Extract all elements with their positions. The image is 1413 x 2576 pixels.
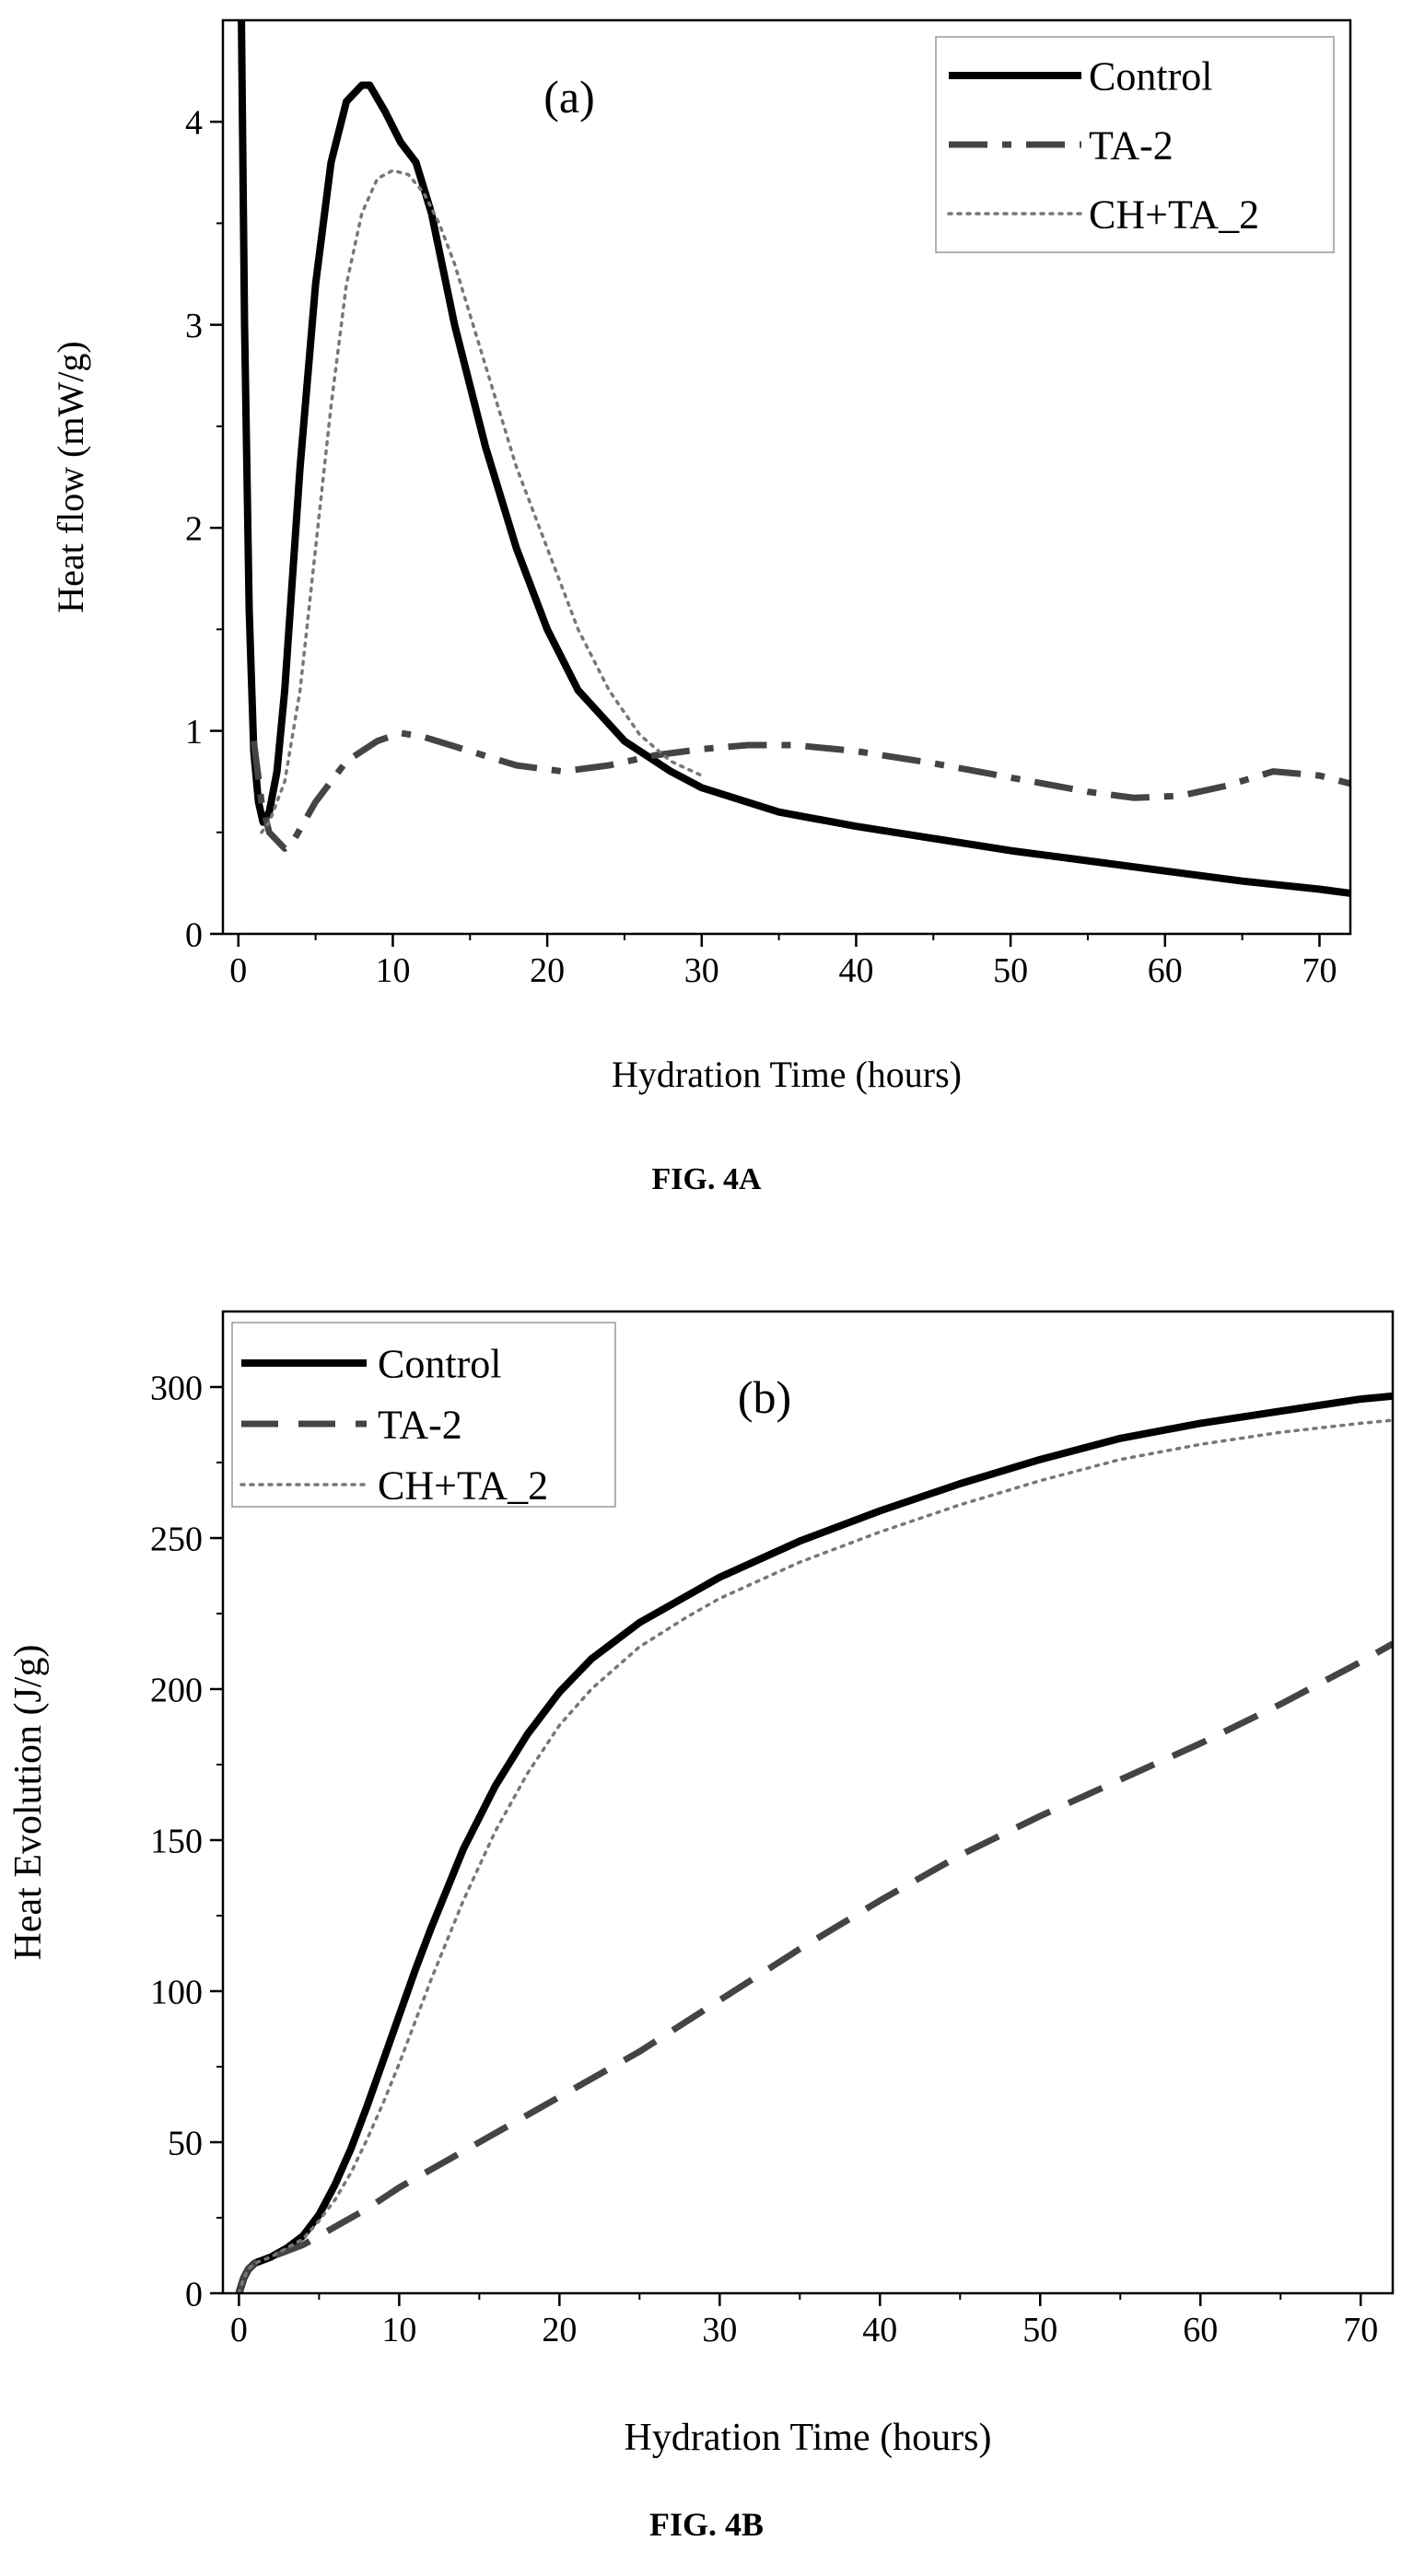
y-tick-label: 0 [185,915,203,954]
y-tick-label: 2 [185,509,203,548]
x-tick-label: 70 [1302,951,1337,990]
heat-flow-chart: 0 10 20 30 40 50 60 70 0 1 2 3 4 Hydration Time (hour… [50,18,1352,1095]
plot-area [235,1392,1393,2293]
legend-entry-label: CH+TA_2 [1089,192,1259,237]
x-tick-label: 10 [381,2311,416,2349]
y-tick-label: 150 [150,1822,203,1860]
y-tick-label: 1 [185,713,203,752]
panel-label: (a) [543,71,595,122]
x-tick-label: 50 [1022,2311,1057,2349]
y-tick-label: 3 [185,307,203,345]
y-tick-label: 250 [150,1520,203,1558]
y-axis-label: Heat flow (mW/g) [50,341,91,612]
series-line-ta-2 [251,729,1350,852]
legend-entry-label: TA-2 [378,1402,462,1447]
x-axis-label: Hydration Time (hours) [612,1054,962,1095]
series-line-control [235,1392,1393,2293]
y-tick-label: 100 [150,1973,203,2011]
x-tick-label: 30 [702,2311,737,2349]
x-tick-label: 40 [862,2311,897,2349]
x-tick-label: 20 [542,2311,577,2349]
panel-label: (b) [738,1371,791,1423]
legend-entry-label: Control [378,1341,501,1386]
x-tick-label: 0 [230,2311,248,2349]
series-line-ch-ta-2 [260,169,704,834]
x-tick-label: 30 [684,951,719,990]
plot-frame [221,1310,1395,2295]
series-line-ta-2 [236,1640,1393,2293]
x-tick-label: 10 [375,951,410,990]
plot-frame [221,18,1352,936]
x-tick-label: 20 [530,951,565,990]
y-tick-label: 50 [168,2124,203,2162]
y-tick-label: 300 [150,1369,203,1407]
x-tick-label: 40 [838,951,873,990]
y-tick-label: 200 [150,1671,203,1709]
figure-caption: FIG. 4A [651,1162,762,1196]
plot-area [238,20,1350,897]
y-axis-label: Heat Evolution (J/g) [7,1645,50,1961]
series-line-control [238,20,1350,897]
legend-entry-label: Control [1089,53,1212,99]
x-tick-label: 70 [1343,2311,1378,2349]
figure-4b: 0 10 20 30 40 50 60 70 0 50 100 150 200 250 300 Hydrati… [0,1289,1413,2571]
legend-box [231,1322,616,1508]
x-tick-label: 60 [1183,2311,1218,2349]
figure-caption: FIG. 4B [648,2506,764,2543]
x-tick-label: 50 [993,951,1028,990]
legend-entry-label: TA-2 [1089,122,1174,168]
series-line-ch-ta-2 [237,1418,1393,2293]
x-axis-label: Hydration Time (hours) [625,2417,992,2459]
y-tick-label: 0 [185,2275,203,2314]
y-tick-label: 4 [185,104,203,143]
legend-entry-label: CH+TA_2 [378,1463,548,1508]
heat-evolution-chart: 0 10 20 30 40 50 60 70 0 50 100 150 200 250 300 Hydrati… [7,1310,1395,2459]
x-tick-label: 0 [229,951,247,990]
figure-4a: 0 10 20 30 40 50 60 70 0 1 2 3 4 Hydration Time (hour… [0,0,1413,1225]
x-tick-label: 60 [1148,951,1183,990]
